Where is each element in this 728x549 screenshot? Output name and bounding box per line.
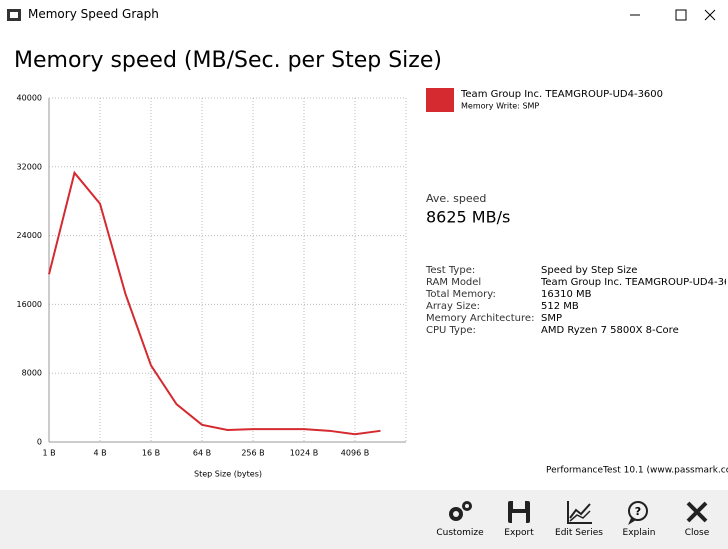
detail-value: Team Group Inc. TEAMGROUP-UD4-3600 xyxy=(540,277,728,288)
button-icon: ? xyxy=(628,501,648,525)
button-bar: Customize Export Edit Series? Explain Close xyxy=(0,490,728,549)
legend-label: Team Group Inc. TEAMGROUP-UD4-3600 xyxy=(460,89,663,100)
legend-swatch xyxy=(426,88,454,112)
summary-label: Ave. speed xyxy=(426,192,486,205)
detail-value: 16310 MB xyxy=(541,289,592,300)
detail-key: RAM Model xyxy=(426,277,481,288)
button-label: Export xyxy=(504,528,534,538)
y-tick-label: 24000 xyxy=(17,231,42,240)
detail-key: Total Memory: xyxy=(425,289,496,300)
detail-key: Test Type: xyxy=(425,265,475,276)
svg-text:?: ? xyxy=(635,505,641,518)
app-icon xyxy=(7,9,21,21)
x-tick-label: 1024 B xyxy=(290,449,318,458)
button-label: Edit Series xyxy=(555,528,603,538)
toolbar-button[interactable]: ? Explain xyxy=(609,490,669,549)
button-icon xyxy=(449,501,472,521)
window-controls[interactable] xyxy=(618,0,728,30)
y-tick-label: 8000 xyxy=(22,369,42,378)
chart: Memory speed (MB/Sec. per Step Size) Ste… xyxy=(14,48,728,479)
window-title: Memory Speed Graph xyxy=(28,7,159,21)
x-axis-label: Step Size (bytes) xyxy=(194,470,262,479)
detail-key: Array Size: xyxy=(426,301,480,312)
x-tick-label: 16 B xyxy=(142,449,160,458)
detail-key: Memory Architecture: xyxy=(426,313,534,324)
detail-value: SMP xyxy=(541,313,562,324)
detail-key: CPU Type: xyxy=(426,325,476,336)
y-tick-label: 40000 xyxy=(17,94,42,103)
title-bar: Memory Speed Graph xyxy=(0,0,728,30)
x-tick-label: 4 B xyxy=(93,449,106,458)
toolbar-button[interactable]: Close xyxy=(667,490,727,549)
button-label: Explain xyxy=(622,528,656,538)
toolbar-button[interactable]: Customize xyxy=(430,490,490,549)
y-tick-label: 0 xyxy=(37,438,42,447)
detail-value: 512 MB xyxy=(541,301,579,312)
x-tick-label: 64 B xyxy=(193,449,211,458)
toolbar-button[interactable]: Export xyxy=(489,490,549,549)
toolbar-button[interactable]: Edit Series xyxy=(549,490,609,549)
data-line xyxy=(48,170,381,436)
legend-sublabel: Memory Write: SMP xyxy=(461,102,539,111)
button-icon xyxy=(508,501,530,523)
button-label: Close xyxy=(684,528,710,538)
y-tick-label: 16000 xyxy=(17,300,42,309)
summary-value: 8625 MB/s xyxy=(426,208,510,227)
x-tick-label: 1 B xyxy=(42,449,55,458)
y-tick-label: 32000 xyxy=(17,162,42,171)
button-label: Customize xyxy=(436,528,484,538)
button-icon xyxy=(686,501,708,523)
footer: PerformanceTest 10.1 (www.passmark.com) xyxy=(546,466,728,476)
x-tick-label: 4096 B xyxy=(341,449,369,458)
x-tick-label: 256 B xyxy=(241,449,264,458)
detail-value: AMD Ryzen 7 5800X 8-Core xyxy=(541,325,679,336)
button-icon xyxy=(567,501,592,524)
detail-value: Speed by Step Size xyxy=(541,265,637,276)
chart-title: Memory speed (MB/Sec. per Step Size) xyxy=(14,48,442,73)
